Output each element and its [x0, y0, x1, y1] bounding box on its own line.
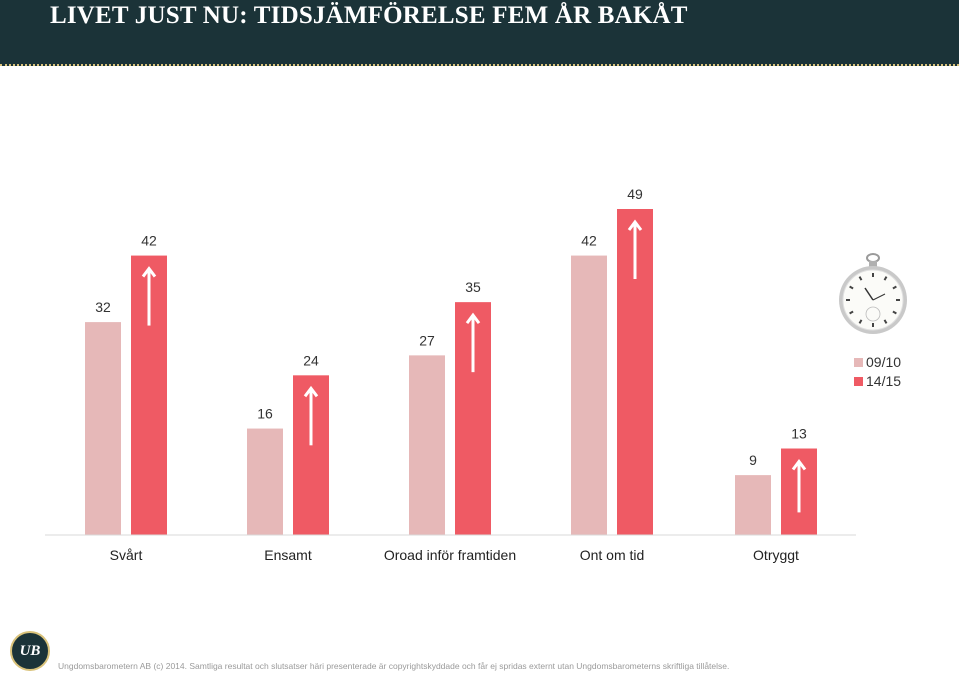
- labels-layer: 32 42 16 24 27 35 42 49 9 13: [95, 186, 807, 513]
- page-title: LIVET JUST NU: TIDSJÄMFÖRELSE FEM ÅR BAK…: [50, 2, 688, 29]
- data-label-14-15-2: 35: [465, 279, 481, 295]
- bar-09-10-4: [735, 475, 771, 535]
- legend-label-1415: 14/15: [866, 373, 901, 389]
- up-arrow-icon: [303, 385, 319, 446]
- category-label-1: Ensamt: [264, 547, 312, 563]
- legend: 09/10 14/15: [854, 354, 901, 389]
- data-label-09-10-2: 27: [419, 332, 435, 348]
- category-labels: Svårt Ensamt Oroad inför framtiden Ont om t…: [110, 547, 799, 563]
- data-label-14-15-0: 42: [141, 233, 157, 249]
- category-label-4: Otryggt: [753, 547, 799, 563]
- pocket-watch-icon: [839, 253, 907, 334]
- bars-layer: [85, 209, 817, 536]
- legend-label-0910: 09/10: [866, 354, 901, 370]
- data-label-09-10-0: 32: [95, 299, 111, 315]
- bar-09-10-1: [247, 428, 283, 535]
- logo-text: UB: [19, 642, 41, 659]
- bar-09-10-0: [85, 322, 121, 535]
- up-arrow-icon: [627, 219, 643, 279]
- data-label-14-15-3: 49: [627, 186, 643, 202]
- ungdomsbarometern-logo: UB: [10, 631, 50, 671]
- bar-09-10-3: [571, 255, 607, 536]
- data-label-09-10-3: 42: [581, 233, 597, 249]
- footer-copyright: Ungdomsbarometern AB (c) 2014. Samtliga …: [58, 661, 730, 671]
- up-arrow-icon: [791, 459, 807, 513]
- up-arrow-icon: [465, 312, 481, 373]
- category-label-0: Svårt: [110, 547, 143, 563]
- category-label-3: Ont om tid: [580, 547, 645, 563]
- bar-09-10-2: [409, 355, 445, 535]
- data-label-09-10-1: 16: [257, 406, 273, 422]
- data-label-09-10-4: 9: [749, 452, 757, 468]
- up-arrow-icon: [141, 266, 157, 326]
- legend-swatch-0909: [854, 358, 863, 367]
- data-label-14-15-1: 24: [303, 352, 319, 368]
- data-label-14-15-4: 13: [791, 426, 807, 442]
- legend-swatch-1415: [854, 377, 863, 386]
- category-label-2: Oroad inför framtiden: [384, 547, 516, 563]
- header-bar: LIVET JUST NU: TIDSJÄMFÖRELSE FEM ÅR BAK…: [0, 0, 959, 66]
